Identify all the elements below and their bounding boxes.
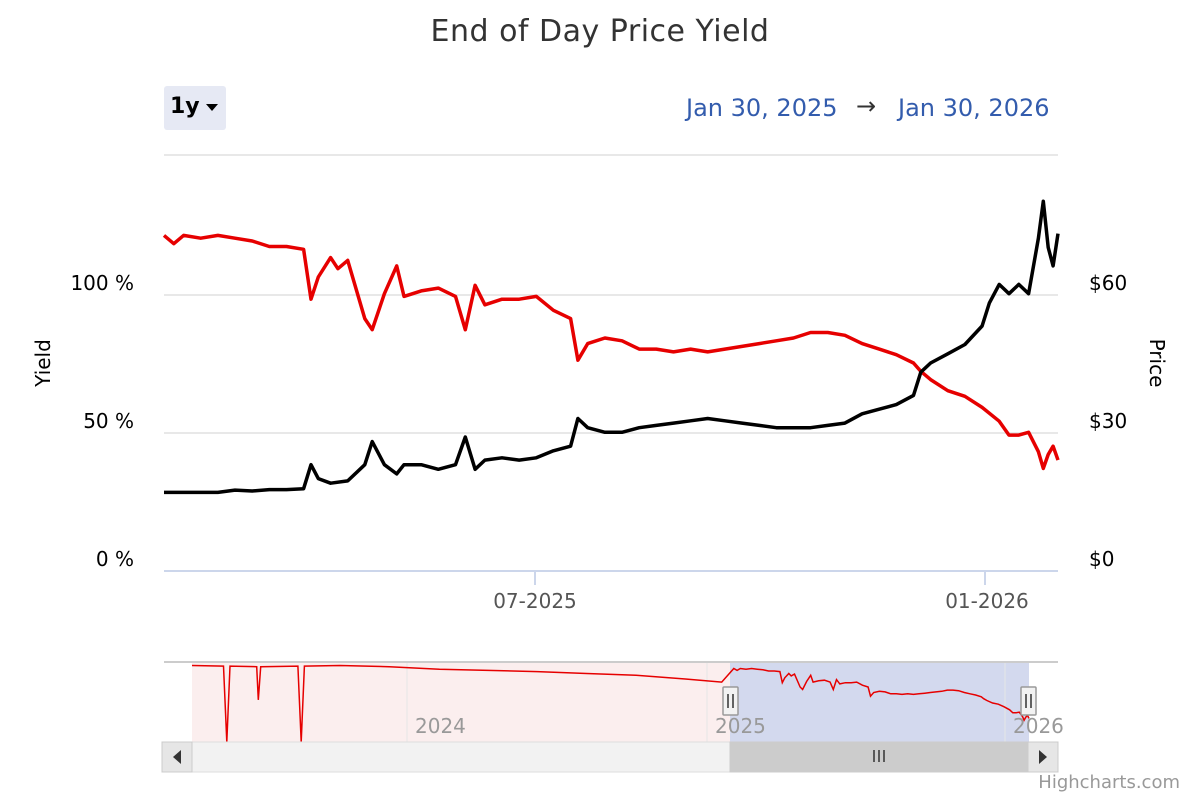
y-right-axis-title: Price bbox=[1145, 339, 1169, 388]
series-line-price[interactable] bbox=[164, 199, 1060, 495]
y-right-tick-label: $30 bbox=[1089, 409, 1127, 433]
range-selector-dropdown[interactable]: 1y bbox=[164, 86, 226, 130]
scrollbar-thumb[interactable] bbox=[729, 741, 1030, 773]
y-left-tick-label: 100 % bbox=[70, 271, 134, 295]
credits-link[interactable]: Highcharts.com bbox=[1038, 772, 1180, 793]
navigator-label: 2024 bbox=[415, 714, 466, 738]
date-from[interactable]: Jan 30, 2025 bbox=[686, 94, 838, 122]
y-right-tick-label: $60 bbox=[1089, 271, 1127, 295]
navigator-label: 2026 bbox=[1013, 714, 1064, 738]
scrollbar-left-button[interactable] bbox=[161, 741, 193, 773]
navigator-handle-right[interactable] bbox=[1020, 686, 1037, 716]
x-tick-label: 01-2026 bbox=[945, 589, 1029, 613]
chevron-left-icon bbox=[173, 750, 181, 764]
scrollbar-right-button[interactable] bbox=[1027, 741, 1059, 773]
y-left-tick-label: 0 % bbox=[96, 547, 134, 571]
date-to[interactable]: Jan 30, 2026 bbox=[898, 94, 1050, 122]
navigator-label: 2025 bbox=[715, 714, 766, 738]
y-left-tick-label: 50 % bbox=[83, 409, 134, 433]
y-right-tick-label: $0 bbox=[1089, 547, 1114, 571]
navigator-handle-left[interactable] bbox=[722, 686, 739, 716]
x-tick-label: 07-2025 bbox=[493, 589, 577, 613]
date-range-arrow: → bbox=[856, 92, 877, 120]
navigator-series bbox=[191, 664, 1030, 742]
y-left-axis-title: Yield bbox=[31, 339, 55, 388]
series-line-yield[interactable] bbox=[162, 233, 1060, 471]
navigator-selected-range[interactable] bbox=[730, 663, 1029, 743]
range-selector-label: 1y bbox=[170, 94, 200, 119]
chevron-down-icon bbox=[205, 103, 218, 111]
chevron-right-icon bbox=[1039, 750, 1047, 764]
chart-title: End of Day Price Yield bbox=[430, 14, 770, 49]
